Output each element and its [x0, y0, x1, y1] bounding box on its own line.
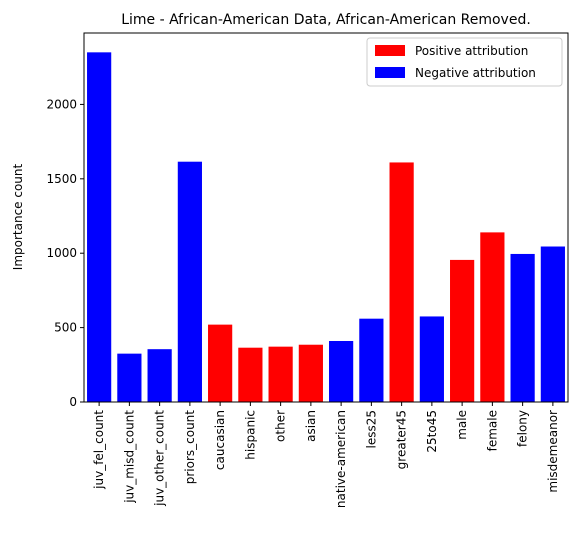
bar-less25 — [359, 319, 383, 402]
x-tick-label: 25to45 — [425, 410, 439, 453]
y-tick-label: 1000 — [46, 246, 77, 260]
bar-caucasian — [208, 325, 232, 402]
bar-female — [480, 232, 504, 402]
bar-other — [269, 347, 293, 402]
x-tick-label: male — [455, 410, 469, 440]
legend: Positive attribution Negative attribution — [367, 38, 562, 86]
x-tick-label: native-american — [334, 410, 348, 508]
bar-male — [450, 260, 474, 402]
bar-hispanic — [238, 348, 262, 402]
bars-group — [87, 52, 565, 402]
legend-swatch-positive — [375, 45, 405, 56]
bar-juv_fel_count — [87, 52, 111, 402]
bar-native-american — [329, 341, 353, 402]
legend-label-positive: Positive attribution — [415, 44, 528, 58]
x-tick-label: juv_misd_count — [122, 410, 136, 504]
x-tick-label: priors_count — [183, 410, 197, 485]
bar-greater45 — [390, 162, 414, 402]
x-tick-label: asian — [304, 410, 318, 442]
bar-asian — [299, 345, 323, 402]
y-axis-label: Importance count — [11, 163, 25, 270]
x-tick-label: juv_other_count — [153, 410, 167, 507]
y-tick-label: 1500 — [46, 172, 77, 186]
x-tick-label: misdemeanor — [546, 410, 560, 493]
x-tick-label: less25 — [364, 410, 378, 449]
x-tick-label: caucasian — [213, 410, 227, 470]
y-tick-label: 2000 — [46, 97, 77, 111]
bar-felony — [511, 254, 535, 402]
y-tick-label: 500 — [54, 321, 77, 335]
bar-juv_misd_count — [117, 354, 141, 402]
x-tick-label: other — [274, 410, 288, 442]
bar-25to45 — [420, 316, 444, 402]
y-axis: 0 500 1000 1500 2000 — [46, 97, 84, 409]
x-tick-label: juv_fel_count — [92, 410, 106, 490]
chart-title: Lime - African-American Data, African-Am… — [121, 12, 531, 28]
bar-priors_count — [178, 162, 202, 402]
legend-swatch-negative — [375, 67, 405, 78]
y-tick-label: 0 — [69, 395, 77, 409]
x-axis: juv_fel_count juv_misd_count juv_other_cou… — [92, 402, 560, 508]
x-tick-label: greater45 — [395, 410, 409, 469]
legend-label-negative: Negative attribution — [415, 66, 536, 80]
bar-misdemeanor — [541, 247, 565, 402]
bar-juv_other_count — [148, 349, 172, 402]
x-tick-label: felony — [516, 410, 530, 447]
x-tick-label: female — [485, 410, 499, 451]
x-tick-label: hispanic — [243, 410, 257, 460]
